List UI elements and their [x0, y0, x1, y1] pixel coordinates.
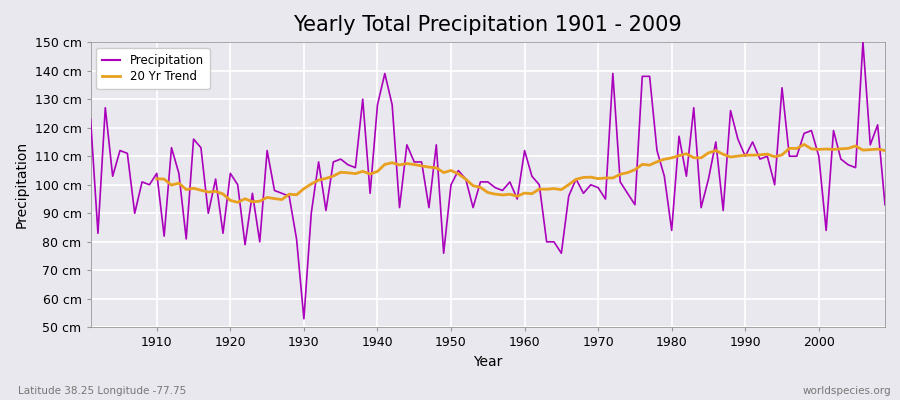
Title: Yearly Total Precipitation 1901 - 2009: Yearly Total Precipitation 1901 - 2009: [293, 15, 682, 35]
Text: worldspecies.org: worldspecies.org: [803, 386, 891, 396]
Y-axis label: Precipitation: Precipitation: [15, 141, 29, 228]
Legend: Precipitation, 20 Yr Trend: Precipitation, 20 Yr Trend: [96, 48, 210, 89]
Text: Latitude 38.25 Longitude -77.75: Latitude 38.25 Longitude -77.75: [18, 386, 186, 396]
X-axis label: Year: Year: [473, 355, 502, 369]
